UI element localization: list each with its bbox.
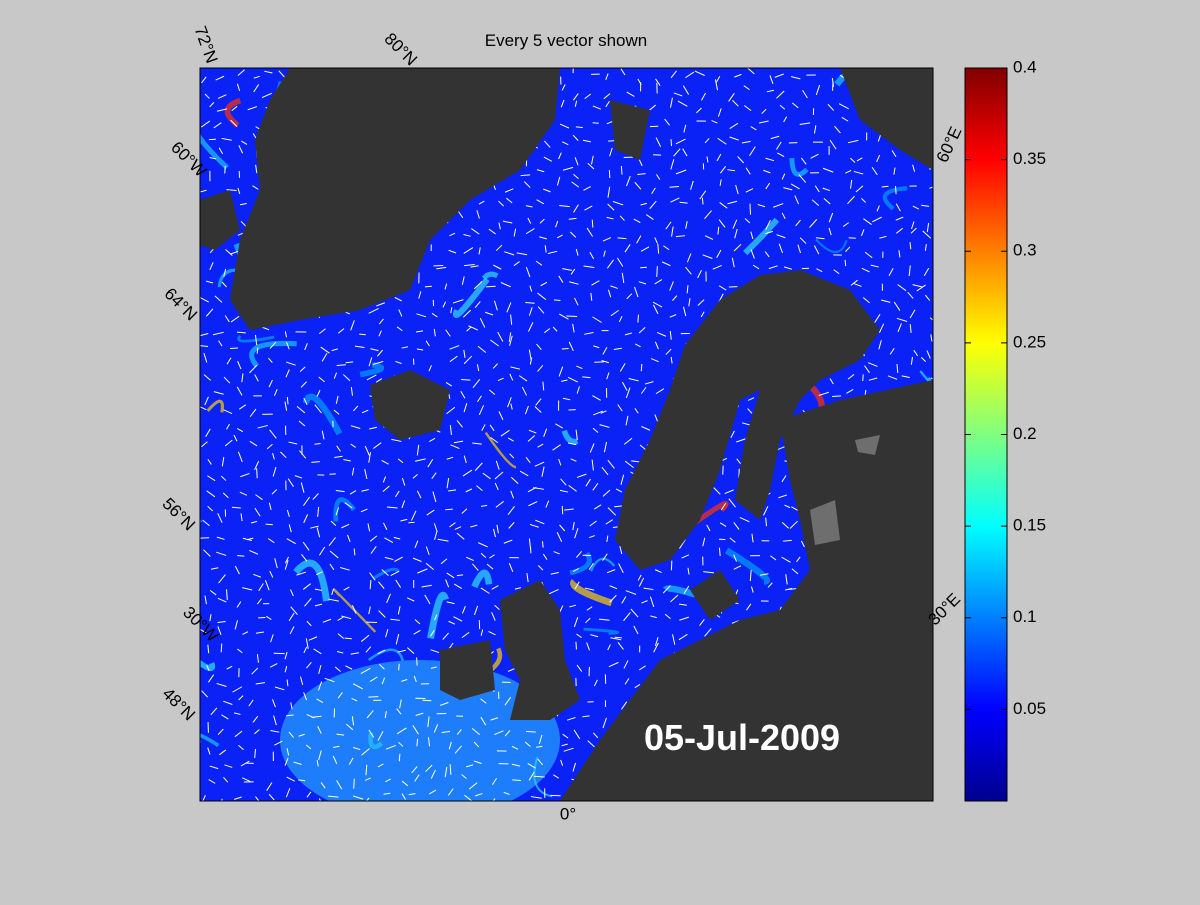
vector <box>526 731 536 732</box>
colorbar-tick-label: 0.1 <box>1013 607 1037 626</box>
vector <box>896 186 897 194</box>
colorbar-tick-label: 0.3 <box>1013 241 1037 260</box>
vector <box>592 220 593 228</box>
colorbar <box>965 68 1007 801</box>
vector <box>832 396 841 397</box>
vector <box>417 657 418 665</box>
vector <box>525 303 534 304</box>
vector <box>657 266 658 277</box>
vector <box>845 260 846 266</box>
vector <box>266 524 273 525</box>
vector <box>417 739 418 746</box>
vector <box>669 187 679 188</box>
plume <box>280 660 560 820</box>
vector <box>542 541 543 547</box>
vector <box>641 364 642 371</box>
vector <box>512 780 521 781</box>
vector <box>702 198 703 205</box>
vector <box>354 779 355 789</box>
colorbar-tick-label: 0.25 <box>1013 332 1046 351</box>
vector <box>621 166 622 175</box>
vector <box>425 286 432 287</box>
map-title: Every 5 vector shown <box>485 31 648 50</box>
map <box>182 64 940 820</box>
vector <box>354 548 355 555</box>
vector <box>461 379 470 380</box>
vector <box>849 238 856 239</box>
vector <box>576 127 583 128</box>
vector <box>863 374 864 381</box>
vector <box>618 238 627 239</box>
vector <box>257 468 258 478</box>
vector <box>345 638 352 639</box>
vector <box>576 642 577 650</box>
colorbar-tick-label: 0.2 <box>1013 424 1037 443</box>
vector <box>399 754 400 761</box>
vector <box>368 697 378 698</box>
colorbar-tick-label: 0.15 <box>1013 516 1046 535</box>
vector <box>638 315 639 323</box>
colorbar-tick-label: 0.35 <box>1013 149 1046 168</box>
vector <box>566 316 577 317</box>
date-label: 05-Jul-2009 <box>644 717 840 758</box>
colorbar-tick-label: 0.4 <box>1013 57 1037 76</box>
vector <box>311 462 319 463</box>
vector <box>399 664 400 671</box>
vector <box>521 175 531 176</box>
vector <box>221 644 222 653</box>
vector <box>554 300 560 301</box>
vector <box>486 286 495 287</box>
vector <box>640 267 647 268</box>
vector <box>615 637 622 638</box>
vector <box>457 575 463 576</box>
vector <box>750 204 751 215</box>
graticule-label: 0° <box>560 804 576 823</box>
colorbar-tick-label: 0.05 <box>1013 699 1046 718</box>
